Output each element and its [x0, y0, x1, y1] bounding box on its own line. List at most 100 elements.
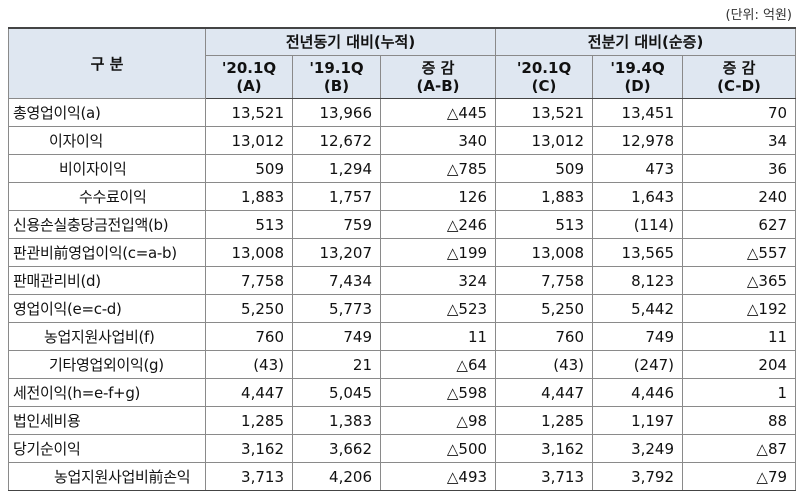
column-header-line: 증 감 — [722, 59, 756, 77]
cell-value: 1,757 — [292, 182, 381, 211]
cell-value: 34 — [682, 126, 797, 155]
cell-value: 760 — [495, 322, 594, 351]
row-label: 당기순이익 — [8, 434, 206, 463]
cell-value: 3,713 — [205, 462, 293, 491]
cell-value: 749 — [292, 322, 381, 351]
cell-value: (43) — [205, 350, 293, 379]
cell-value: 4,447 — [495, 378, 594, 407]
cell-value: 7,758 — [205, 266, 293, 295]
row-label: 총영업이익(a) — [8, 98, 206, 127]
cell-value: 5,442 — [592, 294, 684, 323]
table-row: 판관비前영업이익(c=a-b) 13,008 13,207 △199 13,008 13,… — [8, 238, 797, 267]
cell-value: △98 — [379, 406, 497, 435]
row-label: 법인세비용 — [8, 406, 206, 435]
row-label: 농업지원사업비前손익 — [8, 462, 206, 491]
table-row: 총영업이익(a) 13,521 13,966 △445 13,521 13,451 70 — [8, 98, 797, 127]
cell-value: 3,162 — [205, 434, 293, 463]
table-row: 세전이익(h=e-f+g) 4,447 5,045 △598 4,447 4,446 1 — [8, 378, 797, 407]
cell-value: 13,966 — [292, 98, 381, 127]
cell-value: 4,206 — [292, 462, 381, 491]
cell-value: △500 — [379, 434, 497, 463]
cell-value: 759 — [292, 210, 381, 239]
cell-value: 627 — [682, 210, 797, 239]
cell-value: △192 — [682, 294, 797, 323]
table-row: 영업이익(e=c-d) 5,250 5,773 △523 5,250 5,442 △192 — [8, 294, 797, 323]
cell-value: 1,294 — [292, 154, 381, 183]
cell-value: △87 — [682, 434, 797, 463]
row-label: 수수료이익 — [8, 182, 206, 211]
cell-value: △523 — [379, 294, 497, 323]
cell-value: 340 — [379, 126, 497, 155]
table-row: 기타영업외이익(g) (43) 21 △64 (43) (247) 204 — [8, 350, 797, 379]
cell-value: 11 — [682, 322, 797, 351]
cell-value: 70 — [682, 98, 797, 127]
table-row: 신용손실충당금전입액(b) 513 759 △246 513 (114) 627 — [8, 210, 797, 239]
cell-value: 13,207 — [292, 238, 381, 267]
cell-value: 749 — [592, 322, 684, 351]
cell-value: 13,008 — [205, 238, 293, 267]
column-header: '20.1Q (C) — [495, 55, 594, 99]
column-header-line: (B) — [323, 77, 350, 95]
cell-value: 473 — [592, 154, 684, 183]
column-header-line: (A-B) — [416, 77, 460, 95]
column-header-line: '19.1Q — [309, 59, 364, 77]
cell-value: 5,250 — [205, 294, 293, 323]
cell-value: 36 — [682, 154, 797, 183]
cell-value: 1,285 — [205, 406, 293, 435]
group-header: 전년동기 대비(누적) — [204, 27, 497, 56]
cell-value: △246 — [379, 210, 497, 239]
column-header: '20.1Q (A) — [205, 55, 293, 99]
cell-value: 13,451 — [592, 98, 684, 127]
cell-value: 13,008 — [495, 238, 594, 267]
cell-value: 513 — [205, 210, 293, 239]
table-row: 이자이익 13,012 12,672 340 13,012 12,978 34 — [8, 126, 797, 155]
row-label: 이자이익 — [8, 126, 206, 155]
cell-value: (114) — [592, 210, 684, 239]
column-header: '19.4Q (D) — [592, 55, 684, 99]
cell-value: △64 — [379, 350, 497, 379]
data-table: 구 분 전년동기 대비(누적) 전분기 대비(순증) '20.1Q (A) '19.… — [8, 27, 797, 491]
cell-value: 88 — [682, 406, 797, 435]
cell-value: 3,792 — [592, 462, 684, 491]
column-header: 증 감 (A-B) — [379, 55, 497, 99]
cell-value: 13,521 — [495, 98, 594, 127]
cell-value: 13,012 — [495, 126, 594, 155]
cell-value: 12,672 — [292, 126, 381, 155]
category-header: 구 분 — [8, 27, 206, 99]
cell-value: △79 — [682, 462, 797, 491]
cell-value: 5,773 — [292, 294, 381, 323]
cell-value: 3,162 — [495, 434, 594, 463]
cell-value: 1,285 — [495, 406, 594, 435]
column-header-line: (D) — [624, 77, 651, 95]
cell-value: (247) — [592, 350, 684, 379]
cell-value: 1,197 — [592, 406, 684, 435]
row-label: 영업이익(e=c-d) — [8, 294, 206, 323]
cell-value: (43) — [495, 350, 594, 379]
cell-value: △557 — [682, 238, 797, 267]
column-header: 증 감 (C-D) — [682, 55, 797, 99]
cell-value: 509 — [205, 154, 293, 183]
cell-value: △199 — [379, 238, 497, 267]
row-label: 신용손실충당금전입액(b) — [8, 210, 206, 239]
column-header-line: (A) — [236, 77, 262, 95]
cell-value: 21 — [292, 350, 381, 379]
row-label: 농업지원사업비(f) — [8, 322, 206, 351]
cell-value: 8,123 — [592, 266, 684, 295]
cell-value: △493 — [379, 462, 497, 491]
table-row: 비이자이익 509 1,294 △785 509 473 36 — [8, 154, 797, 183]
column-header-line: '19.4Q — [610, 59, 665, 77]
group-header: 전분기 대비(순증) — [495, 27, 797, 56]
cell-value: △445 — [379, 98, 497, 127]
cell-value: △785 — [379, 154, 497, 183]
cell-value: 240 — [682, 182, 797, 211]
column-header-line: (C) — [531, 77, 557, 95]
row-label: 기타영업외이익(g) — [8, 350, 206, 379]
cell-value: 4,446 — [592, 378, 684, 407]
table-row: 농업지원사업비前손익 3,713 4,206 △493 3,713 3,792 △79 — [8, 462, 797, 491]
row-label: 세전이익(h=e-f+g) — [8, 378, 206, 407]
cell-value: 12,978 — [592, 126, 684, 155]
cell-value: 7,434 — [292, 266, 381, 295]
cell-value: 1,883 — [205, 182, 293, 211]
column-header-line: 증 감 — [421, 59, 455, 77]
